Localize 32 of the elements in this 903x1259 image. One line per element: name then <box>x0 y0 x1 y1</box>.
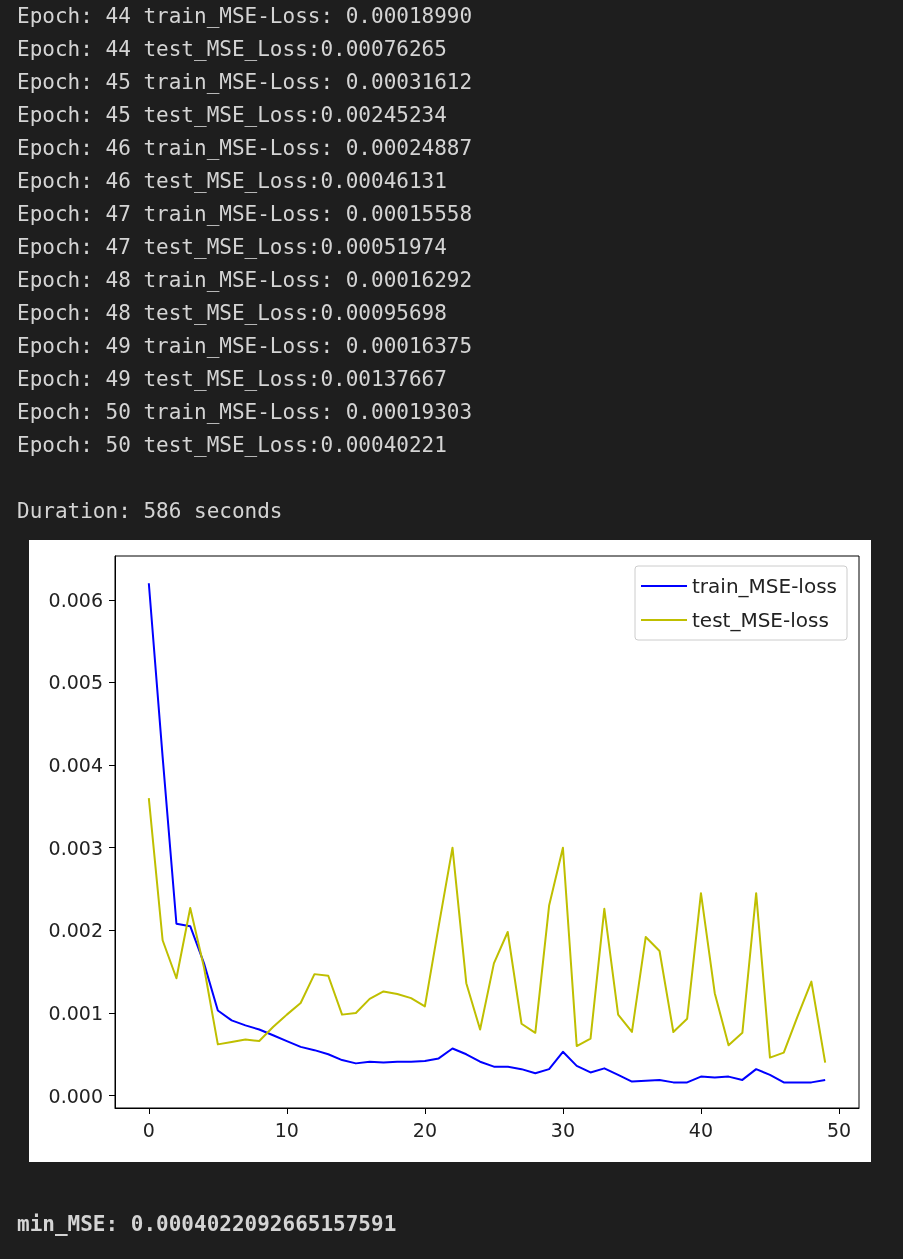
text: Epoch: 50 train_MSE-Loss: 0.00019303 <box>17 399 474 426</box>
text: Epoch: 46 test_MSE_Loss:0.00046131 <box>17 168 448 195</box>
y-tick-label: 0.001 <box>48 1001 103 1024</box>
x-tick-label: 10 <box>274 1118 299 1141</box>
x-tick-label: 30 <box>550 1118 576 1141</box>
text: Epoch: 47 test_MSE_Loss:0.00051974 <box>17 234 448 261</box>
y-tick-label: 0.000 <box>48 1084 103 1107</box>
x-tick-label: 0 <box>142 1118 155 1141</box>
y-tick-label: 0.005 <box>48 671 103 694</box>
text: Epoch: 49 test_MSE_Loss:0.00137667 <box>17 366 448 393</box>
x-tick-label: 40 <box>688 1118 714 1141</box>
legend-label: train_MSE-loss <box>692 574 838 598</box>
text: Epoch: 44 train_MSE-Loss: 0.00018990 <box>17 3 474 30</box>
text: Epoch: 50 test_MSE_Loss:0.00040221 <box>17 432 448 459</box>
y-tick-label: 0.004 <box>48 754 103 777</box>
text: Epoch: 45 train_MSE-Loss: 0.00031612 <box>17 69 474 96</box>
y-tick-label: 0.002 <box>48 919 103 942</box>
legend-label: test_MSE-loss <box>692 608 829 632</box>
line-series <box>147 797 827 1064</box>
text: Epoch: 45 test_MSE_Loss:0.00245234 <box>17 102 448 129</box>
x-tick-label: 50 <box>826 1118 852 1141</box>
y-tick-label: 0.006 <box>48 588 103 611</box>
text: Epoch: 47 train_MSE-Loss: 0.00015558 <box>17 201 474 228</box>
text: Epoch: 48 train_MSE-Loss: 0.00016292 <box>17 267 474 294</box>
y-tick-label: 0.003 <box>48 836 103 859</box>
x-tick-label: 20 <box>412 1118 437 1141</box>
text: Epoch: 48 test_MSE_Loss:0.00095698 <box>17 300 448 327</box>
text: Duration: 586 seconds <box>17 498 284 525</box>
text: Epoch: 49 train_MSE-Loss: 0.00016375 <box>17 333 474 360</box>
text: Epoch: 44 test_MSE_Loss:0.00076265 <box>17 36 448 63</box>
text: Epoch: 46 train_MSE-Loss: 0.00024887 <box>17 135 474 162</box>
text: min_MSE: 0.0004022092665157591 <box>17 1211 398 1238</box>
